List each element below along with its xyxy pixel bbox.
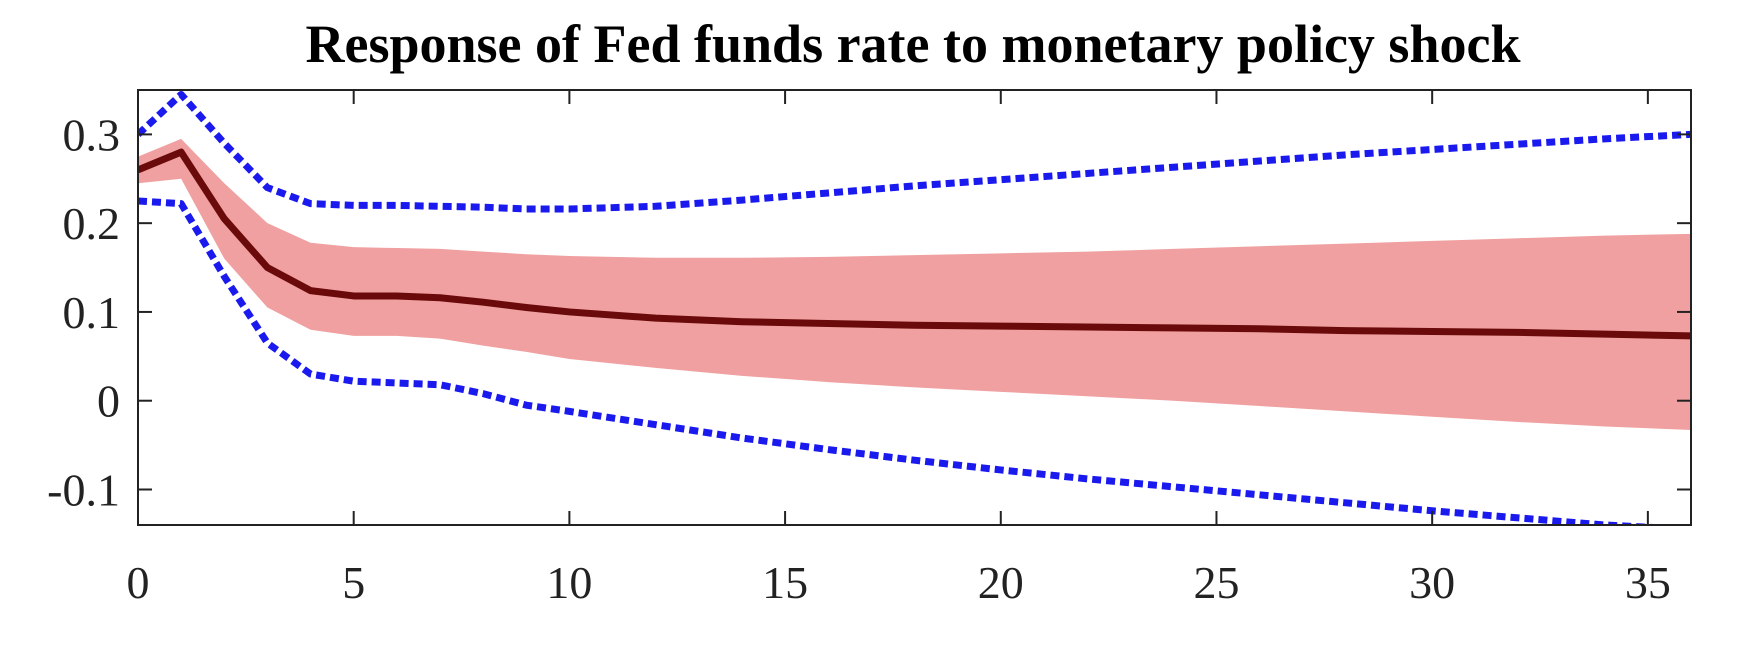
plot-frame (137, 89, 1692, 526)
x-tick-label: 20 (978, 557, 1024, 608)
x-tick-label: 35 (1625, 557, 1671, 608)
axis-ticks (137, 90, 1691, 525)
y-tick-label: 0.2 (63, 198, 121, 249)
median-response-line (138, 148, 1691, 340)
x-tick-label: 0 (127, 557, 150, 608)
x-tick-label: 15 (762, 557, 808, 608)
y-tick-label: -0.1 (47, 464, 120, 515)
x-tick-label: 10 (546, 557, 592, 608)
outer-lower-bound-line (138, 197, 1673, 525)
chart-title: Response of Fed funds rate to monetary p… (306, 14, 1521, 74)
x-tick-label: 5 (342, 557, 365, 608)
outer-upper-bound-line (138, 90, 1691, 213)
plot-area (138, 90, 1691, 525)
confidence-band (138, 138, 1691, 431)
x-tick-label: 30 (1409, 557, 1455, 608)
y-tick-label: 0.3 (63, 109, 121, 160)
x-tick-label: 25 (1193, 557, 1239, 608)
tick-labels: 0 5 10 15 20 25 30 350.30.20.10-0.1 (47, 109, 1671, 608)
y-tick-label: 0.1 (63, 287, 121, 338)
y-tick-label: 0 (97, 376, 120, 427)
